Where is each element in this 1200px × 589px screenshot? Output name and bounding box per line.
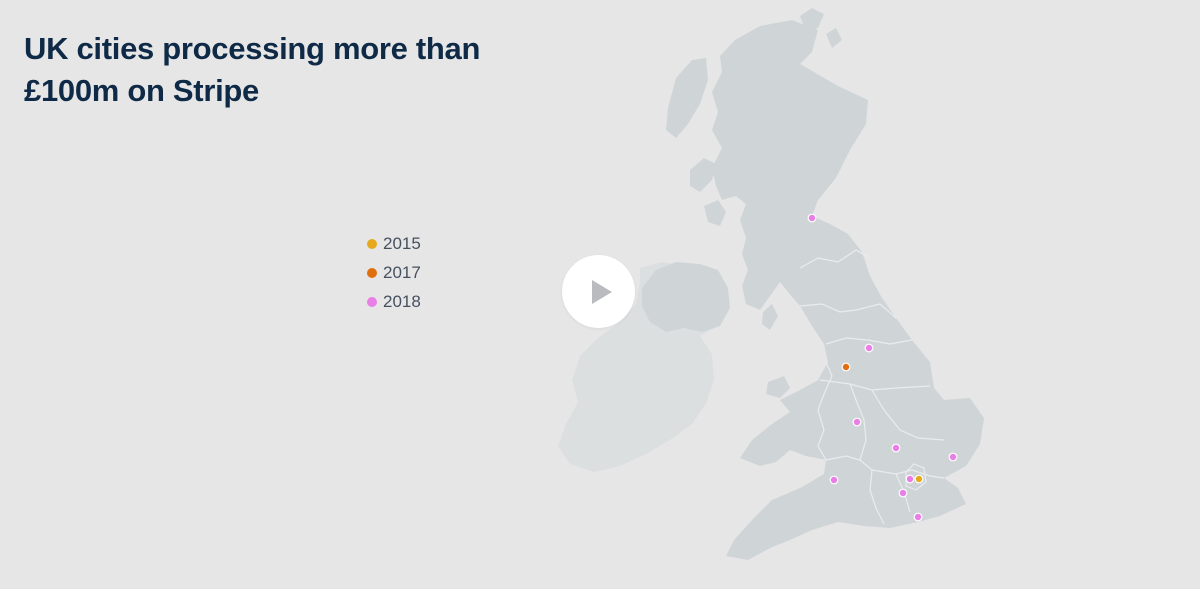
isle-of-man bbox=[762, 304, 778, 330]
region-borders bbox=[799, 249, 945, 525]
legend-label-2015: 2015 bbox=[383, 233, 421, 253]
city-marker-2018 bbox=[948, 452, 958, 462]
city-marker-2015 bbox=[914, 474, 924, 484]
anglesey bbox=[766, 376, 790, 398]
city-marker-2018 bbox=[864, 343, 874, 353]
play-icon bbox=[591, 279, 612, 304]
legend: 2015 2017 2018 bbox=[367, 229, 421, 316]
legend-dot-2017 bbox=[367, 267, 377, 278]
legend-item-2018: 2018 bbox=[367, 287, 421, 316]
legend-dot-2015 bbox=[367, 238, 377, 249]
hebrides-islands bbox=[666, 58, 708, 138]
page-title: UK cities processing more than £100m on … bbox=[24, 31, 481, 108]
legend-label-2018: 2018 bbox=[383, 291, 421, 311]
play-button[interactable] bbox=[562, 255, 635, 328]
city-marker-2018 bbox=[891, 443, 901, 453]
inner-hebrides bbox=[690, 158, 726, 226]
great-britain-landmass bbox=[712, 20, 984, 560]
city-marker-2018 bbox=[829, 475, 839, 485]
city-marker-2017 bbox=[841, 362, 851, 372]
legend-item-2017: 2017 bbox=[367, 258, 421, 287]
orkney-islands bbox=[800, 8, 842, 48]
northern-ireland-landmass bbox=[642, 262, 730, 332]
legend-dot-2018 bbox=[367, 296, 377, 307]
city-marker-2018 bbox=[913, 512, 923, 522]
legend-label-2017: 2017 bbox=[383, 262, 421, 282]
legend-item-2015: 2015 bbox=[367, 229, 421, 258]
city-marker-2018 bbox=[898, 488, 908, 498]
city-markers bbox=[807, 213, 958, 522]
city-marker-2018 bbox=[807, 213, 817, 223]
city-marker-2018 bbox=[852, 417, 862, 427]
city-marker-2018 bbox=[905, 474, 915, 484]
